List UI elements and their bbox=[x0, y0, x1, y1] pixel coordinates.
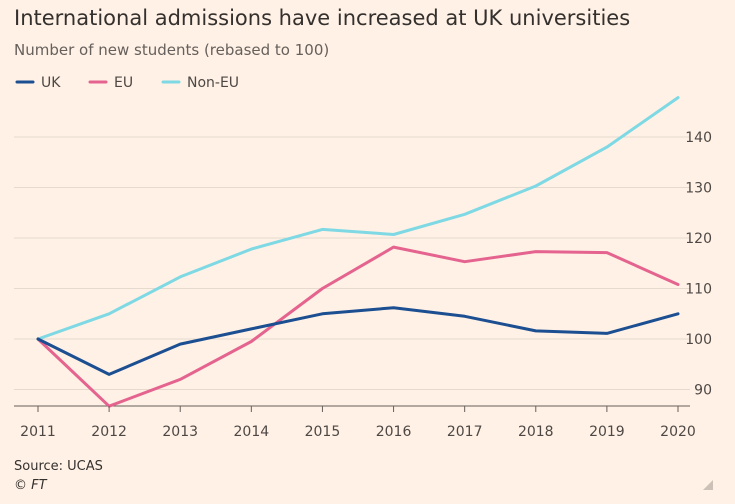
resize-corner-icon bbox=[703, 480, 713, 490]
chart-subtitle: Number of new students (rebased to 100) bbox=[14, 41, 330, 59]
series-line-non-eu bbox=[36, 96, 680, 341]
legend-label-uk: UK bbox=[41, 75, 61, 91]
x-tick-label-2012: 2012 bbox=[91, 424, 127, 440]
y-tick-label-140: 140 bbox=[685, 130, 712, 146]
y-tick-label-110: 110 bbox=[685, 282, 712, 298]
x-tick-label-2016: 2016 bbox=[376, 424, 412, 440]
legend-label-non-eu: Non-EU bbox=[187, 75, 239, 91]
x-tick-label-2017: 2017 bbox=[447, 424, 483, 440]
source-note: Source: UCAS bbox=[14, 459, 103, 474]
x-tick-label-2015: 2015 bbox=[305, 424, 341, 440]
x-tick-label-2014: 2014 bbox=[234, 424, 270, 440]
x-tick-label-2011: 2011 bbox=[20, 424, 56, 440]
series-line-uk bbox=[36, 306, 680, 376]
y-tick-label-100: 100 bbox=[685, 332, 712, 348]
y-tick-label-90: 90 bbox=[694, 383, 712, 399]
x-tick-label-2019: 2019 bbox=[589, 424, 625, 440]
chart-title: International admissions have increased … bbox=[14, 6, 631, 30]
y-tick-label-120: 120 bbox=[685, 231, 712, 247]
x-tick-label-2018: 2018 bbox=[518, 424, 554, 440]
x-tick-label-2013: 2013 bbox=[162, 424, 198, 440]
ft-credit: © FT bbox=[14, 478, 47, 493]
legend-label-eu: EU bbox=[114, 75, 133, 91]
series-line-eu bbox=[36, 245, 680, 408]
y-tick-label-130: 130 bbox=[685, 181, 712, 197]
x-tick-label-2020: 2020 bbox=[660, 424, 696, 440]
